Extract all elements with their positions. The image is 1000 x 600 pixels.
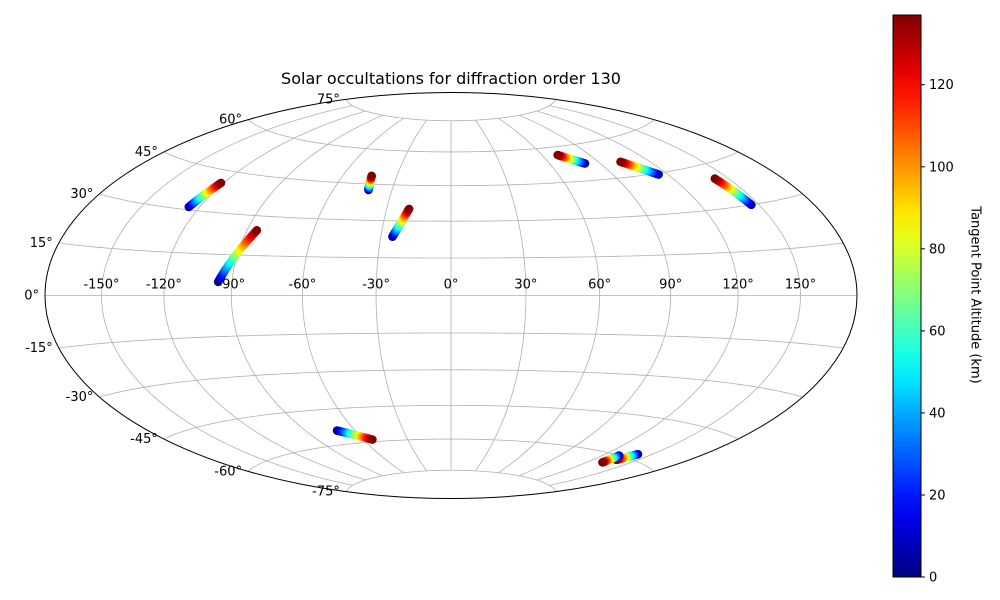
lon-tick-label: -30° (362, 278, 390, 293)
colorbar-label: Tangent Point Altitude (km) (968, 205, 983, 383)
lat-tick-label: -60° (214, 464, 242, 479)
lat-tick-label: 30° (70, 187, 93, 202)
lon-tick-label: -150° (83, 278, 119, 293)
occultation-track (332, 426, 377, 444)
parallel-line (163, 404, 739, 440)
data-point (616, 157, 625, 167)
map-outline (44, 92, 858, 499)
lon-tick-label: 60° (588, 278, 611, 293)
lon-tick-label: 90° (659, 278, 682, 293)
lat-tick-label: -75° (312, 485, 340, 500)
chart-title: Solar occultations for diffraction order… (281, 69, 621, 88)
data-point (598, 458, 607, 467)
lat-tick-label: 0° (24, 289, 39, 304)
data-point (367, 171, 376, 181)
parallel-line (99, 193, 803, 222)
occultation-track (710, 174, 756, 210)
parallel-line (58, 242, 844, 259)
data-point (553, 150, 562, 160)
lat-tick-label: 15° (30, 236, 53, 251)
colorbar: 0 20 40 60 80 100 120 (892, 14, 954, 586)
data-point (368, 435, 377, 444)
lat-tick-label: -15° (25, 341, 53, 356)
data-point (216, 178, 226, 188)
lon-tick-label: 120° (722, 278, 753, 293)
parallel-line (247, 119, 655, 153)
lon-tick-label: -90° (217, 278, 245, 293)
colorbar-tick-label: 0 (929, 571, 937, 586)
parallel-line (247, 438, 655, 472)
lon-tick-label: 0° (444, 278, 459, 293)
data-point (710, 174, 720, 183)
parallel-line (99, 369, 803, 398)
parallel-line (58, 332, 844, 349)
occultation-track (553, 150, 590, 168)
lat-tick-label: -30° (66, 390, 94, 405)
lat-tick-label: 45° (135, 145, 158, 160)
occultation-track (388, 204, 414, 241)
colorbar-tick-label: 40 (929, 406, 946, 421)
colorbar-tick-label: 120 (929, 78, 954, 93)
lon-tick-label: -120° (146, 278, 182, 293)
colorbar-tick-label: 80 (929, 242, 946, 257)
data-point (252, 226, 262, 235)
lon-tick-label: -60° (289, 278, 317, 293)
lat-tick-label: -45° (130, 432, 158, 447)
occultation-track (598, 451, 624, 467)
occultation-track (616, 157, 663, 179)
data-point (404, 204, 414, 214)
lat-tick-label: 60° (219, 113, 242, 128)
map-area: -150° -120° -90° -60° -30° 0° 30° 60° 90° 120° 150… (24, 92, 858, 500)
occultation-track (364, 171, 376, 195)
occultation-track (184, 178, 226, 212)
parallel-line (345, 469, 557, 492)
lon-tick-label: 30° (514, 278, 537, 293)
colorbar-tick-label: 60 (929, 324, 946, 339)
occultation-track (213, 226, 262, 287)
parallel-line (163, 151, 739, 187)
colorbar-tick-label: 100 (929, 160, 954, 175)
graticule (45, 99, 857, 492)
colorbar-tick-label: 20 (929, 489, 946, 504)
lon-tick-label: 150° (785, 278, 816, 293)
colorbar-gradient (892, 14, 922, 578)
parallel-line (345, 99, 557, 122)
lat-tick-label: 75° (317, 92, 340, 107)
